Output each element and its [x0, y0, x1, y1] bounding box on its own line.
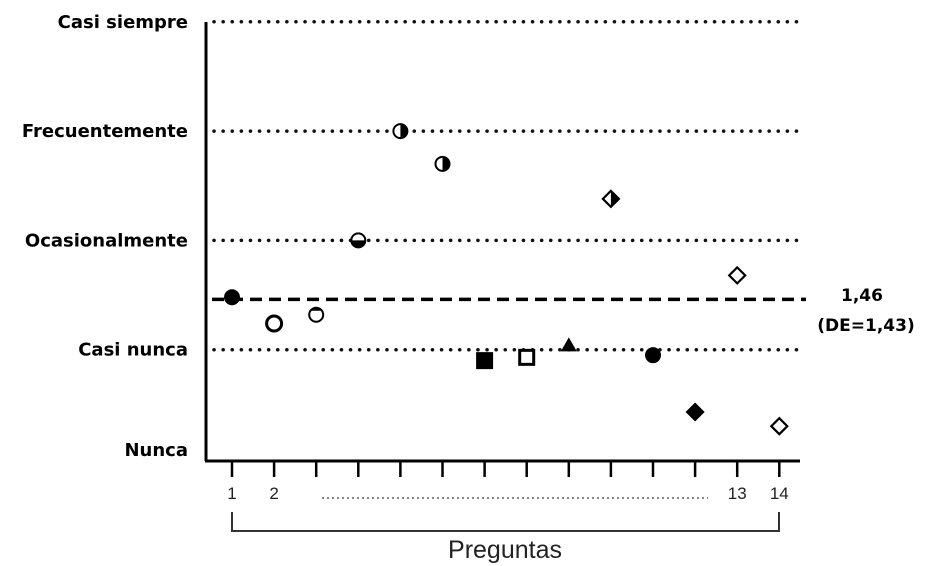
point-5	[392, 123, 409, 140]
point-10	[601, 189, 621, 209]
point-3	[308, 306, 325, 323]
y-label-2: Ocasionalmente	[25, 230, 188, 251]
point-1	[224, 289, 240, 306]
mean-value-label: 1,46	[841, 286, 883, 306]
axes	[204, 22, 800, 463]
point-12	[685, 402, 705, 422]
x-tick-label-2: 2	[269, 484, 278, 503]
x-tick-label-13: 13	[728, 484, 747, 503]
y-label-3: Frecuentemente	[22, 121, 188, 142]
y-label-4: Casi siempre	[58, 12, 188, 33]
mean-sd-label: (DE=1,43)	[817, 316, 914, 336]
point-4	[350, 232, 367, 249]
point-7	[476, 352, 494, 370]
gridlines	[212, 20, 805, 352]
y-category-labels: Nunca Casi nunca Ocasionalmente Frecuenteme…	[22, 12, 188, 461]
x-axis-label: Preguntas	[448, 536, 562, 564]
y-label-0: Nunca	[124, 440, 188, 461]
point-9	[560, 337, 577, 352]
data-points	[224, 123, 789, 436]
x-tick-label-1: 1	[227, 484, 236, 503]
point-11	[645, 347, 661, 364]
point-6	[434, 155, 451, 172]
y-label-1: Casi nunca	[78, 340, 188, 361]
point-8	[518, 348, 536, 366]
point-14	[769, 416, 789, 436]
x-ticks: 1 2 13 14	[227, 462, 789, 503]
point-13	[727, 265, 747, 285]
point-2	[265, 314, 284, 333]
x-tick-label-14: 14	[770, 484, 789, 503]
preguntas-bracket	[231, 512, 780, 532]
